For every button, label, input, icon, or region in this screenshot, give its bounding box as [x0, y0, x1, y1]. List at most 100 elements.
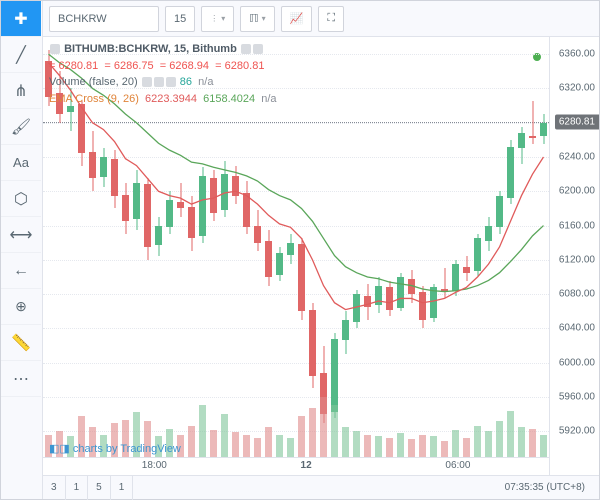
symbol-label: BCHKRW — [58, 13, 107, 25]
candle — [133, 183, 140, 219]
candle — [496, 196, 503, 228]
y-tick: 6160.00 — [559, 220, 595, 231]
candles — [43, 37, 549, 475]
candle — [430, 287, 437, 318]
main-panel: BCHKRW 15 ⋮▾ ℿ▾ 📈 ⛶ BITHUMB:BCHKRW, 15, … — [43, 1, 599, 499]
y-tick: 6040.00 — [559, 323, 595, 334]
volume-bar — [540, 435, 547, 458]
range-button[interactable]: 3 — [43, 476, 66, 500]
pitchfork-tool[interactable]: ⋔ — [1, 73, 41, 109]
more-tool[interactable]: ⋯ — [1, 361, 41, 397]
indicators-icon: 📈 — [290, 12, 304, 25]
y-tick: 6000.00 — [559, 357, 595, 368]
symbol-selector[interactable]: BCHKRW — [49, 6, 159, 32]
left-toolbar: ✚ ╱ ⋔ 🖌 Aa ⬡ ⟷ ← ⊕ 📏 ⋯ — [1, 1, 43, 499]
candle — [309, 310, 316, 376]
candle — [397, 277, 404, 308]
price-tag: 6280.81 — [555, 115, 599, 130]
volume-bar — [364, 435, 371, 458]
logo-icon: ◧◨ — [49, 443, 70, 455]
candle — [342, 320, 349, 341]
volume-bar — [474, 426, 481, 458]
bottom-bar: 3151 07:35:35 (UTC+8) — [43, 475, 599, 499]
volume-bar — [353, 431, 360, 457]
fullscreen-btn[interactable]: ⛶ — [318, 6, 344, 32]
candle — [67, 106, 74, 113]
candle — [254, 226, 261, 243]
y-tick: 5920.00 — [559, 426, 595, 437]
indicators-btn[interactable]: 📈 — [281, 6, 313, 32]
expand-icon: ⛶ — [327, 12, 335, 25]
time-display: 07:35:35 (UTC+8) — [491, 482, 599, 493]
volume-bar — [507, 411, 514, 458]
candle — [210, 178, 217, 213]
candle — [419, 292, 426, 319]
volume-bar — [452, 430, 459, 457]
candle — [287, 243, 294, 255]
candle — [408, 279, 415, 294]
volume-bar — [518, 427, 525, 457]
volume-bar — [309, 408, 316, 457]
y-tick: 6240.00 — [559, 152, 595, 163]
top-toolbar: BCHKRW 15 ⋮▾ ℿ▾ 📈 ⛶ — [43, 1, 599, 37]
candle — [166, 200, 173, 227]
candle — [474, 238, 481, 271]
zoom-tool[interactable]: ⊕ — [1, 289, 41, 325]
range-button[interactable]: 5 — [88, 476, 111, 500]
volume-bar — [342, 427, 349, 457]
volume-bar — [529, 429, 536, 458]
brush-tool[interactable]: 🖌 — [1, 109, 41, 145]
credit-text: ◧◨ charts by TradingView — [49, 442, 181, 455]
volume-bar — [441, 441, 448, 458]
x-axis: 18:001206:00 — [43, 457, 549, 475]
volume-bar — [331, 405, 338, 458]
candle — [144, 184, 151, 247]
volume-bar — [419, 435, 426, 458]
candle — [331, 339, 338, 413]
candle — [221, 174, 228, 210]
range-button[interactable]: 1 — [111, 476, 134, 500]
volume-bar — [287, 438, 294, 457]
y-axis: 6360.006320.006280.006240.006200.006160.… — [549, 37, 599, 475]
candle — [386, 287, 393, 309]
volume-bar — [276, 435, 283, 458]
chart-style[interactable]: ℿ▾ — [240, 6, 274, 32]
y-tick: 6120.00 — [559, 254, 595, 265]
chart-canvas[interactable]: BITHUMB:BCHKRW, 15, Bithumb = 6280.81 = … — [43, 37, 549, 475]
range-button[interactable]: 1 — [66, 476, 89, 500]
cursor-tool[interactable]: ✚ — [1, 1, 41, 37]
volume-bar — [320, 397, 327, 457]
interval-menu[interactable]: ⋮▾ — [201, 6, 234, 32]
measure-tool[interactable]: ⟷ — [1, 217, 41, 253]
y-tick: 6080.00 — [559, 289, 595, 300]
text-tool[interactable]: Aa — [1, 145, 41, 181]
candle — [441, 289, 448, 292]
chart-area: BITHUMB:BCHKRW, 15, Bithumb = 6280.81 = … — [43, 37, 599, 475]
candle — [353, 294, 360, 321]
volume-bar — [265, 427, 272, 457]
volume-bar — [485, 431, 492, 457]
interval-label: 15 — [174, 13, 186, 25]
volume-bar — [221, 414, 228, 458]
candle — [298, 244, 305, 311]
x-tick: 18:00 — [142, 460, 167, 471]
trendline-tool[interactable]: ╱ — [1, 37, 41, 73]
candle — [265, 241, 272, 277]
volume-bar — [397, 433, 404, 457]
ruler-tool[interactable]: 📏 — [1, 325, 41, 361]
candle — [155, 226, 162, 246]
volume-bar — [243, 435, 250, 458]
candle — [463, 267, 470, 273]
interval-selector[interactable]: 15 — [165, 6, 195, 32]
app-container: ✚ ╱ ⋔ 🖌 Aa ⬡ ⟷ ← ⊕ 📏 ⋯ BCHKRW 15 ⋮▾ ℿ▾ 📈… — [0, 0, 600, 500]
x-tick: 12 — [301, 460, 312, 471]
candle — [243, 193, 250, 227]
pattern-tool[interactable]: ⬡ — [1, 181, 41, 217]
back-tool[interactable]: ← — [1, 253, 41, 289]
y-tick: 6360.00 — [559, 49, 595, 60]
y-tick: 6320.00 — [559, 83, 595, 94]
volume-bar — [408, 439, 415, 457]
candle — [56, 93, 63, 114]
volume-bar — [254, 438, 261, 458]
volume-bar — [199, 405, 206, 458]
